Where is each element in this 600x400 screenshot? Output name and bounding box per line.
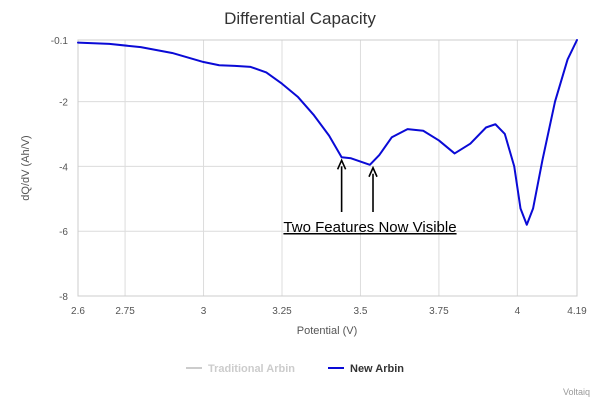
annotation-arrowhead xyxy=(368,165,378,178)
y-tick-label: -4 xyxy=(59,162,68,173)
legend-item-label[interactable]: New Arbin xyxy=(350,363,404,375)
chart-title: Differential Capacity xyxy=(224,9,376,28)
plot-frame xyxy=(77,39,578,297)
x-tick-label: 4 xyxy=(515,306,521,317)
x-tick-label: 2.6 xyxy=(71,306,85,317)
series-layer xyxy=(77,39,578,226)
x-tick-label: 3.75 xyxy=(429,306,449,317)
y-tick-label: -8 xyxy=(59,292,68,303)
series-line-new-arbin xyxy=(77,39,578,226)
y-gridlines xyxy=(78,39,577,297)
x-tick-label: 3.5 xyxy=(353,306,367,317)
annotation-arrowhead xyxy=(336,158,347,170)
y-tick-label: -6 xyxy=(59,227,68,238)
y-axis-label: dQ/dV (Ah/V) xyxy=(20,135,32,200)
x-tick-label: 3 xyxy=(201,306,207,317)
credit-text: Voltaiq xyxy=(563,387,590,397)
x-tick-label: 4.19 xyxy=(567,306,587,317)
y-tick-labels: -0.1 -2 -4 -6 -8 xyxy=(51,36,69,303)
legend-item-label[interactable]: Traditional Arbin xyxy=(208,363,295,375)
annotation-text: Two Features Now Visible xyxy=(283,219,456,236)
legend: Traditional Arbin New Arbin xyxy=(186,363,404,375)
annotation: Two Features Now Visible xyxy=(283,158,457,236)
x-tick-label: 3.25 xyxy=(272,306,292,317)
y-tick-label: -2 xyxy=(59,98,68,109)
x-gridlines xyxy=(77,40,578,296)
x-tick-labels: 2.6 2.75 3 3.25 3.5 3.75 4 4.19 xyxy=(71,306,587,317)
y-tick-label: -0.1 xyxy=(51,36,69,47)
x-axis-label: Potential (V) xyxy=(297,325,358,337)
x-tick-label: 2.75 xyxy=(115,306,135,317)
